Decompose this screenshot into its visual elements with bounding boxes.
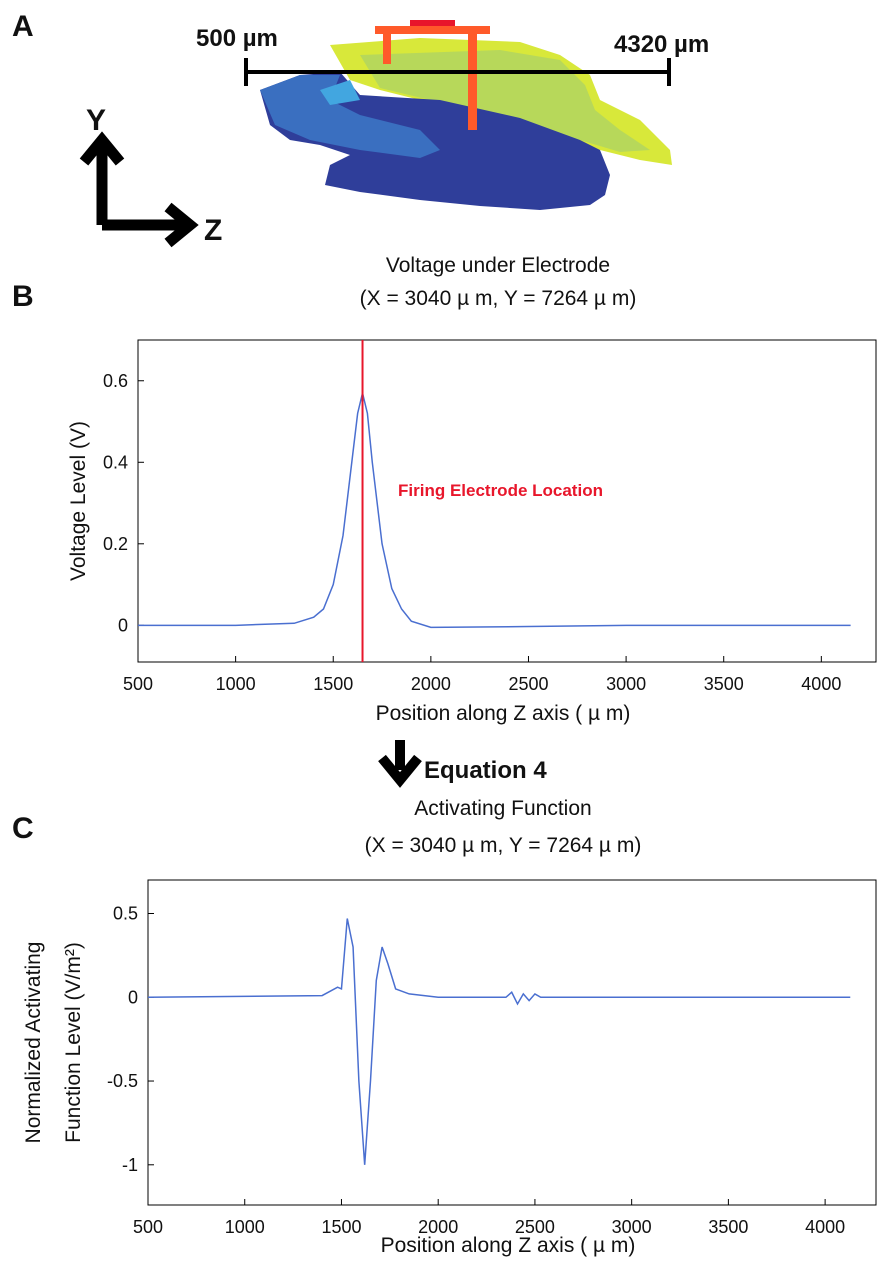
plot-frame [137,339,877,663]
x-tick-label: 4000 [805,1217,845,1237]
annotation: Firing Electrode Location [398,481,603,500]
data-line [147,918,851,1165]
axes-icon [79,131,199,248]
x-tick-label: 2500 [508,674,548,694]
x-tick-label: 1000 [225,1217,265,1237]
x-tick-label: 3000 [606,674,646,694]
charts: B Voltage under Electrode (X = 3040 µ m, Y… [12,254,877,1257]
panel-label: A [12,10,34,43]
y-tick-label: 0.5 [113,904,138,924]
y-tick-label: 0.2 [103,534,128,554]
y-tick-label: 0 [128,987,138,1007]
data-line [138,392,851,629]
axis-icon-label: Y [86,104,106,137]
arrow-label: Equation 4 [424,757,547,784]
tissue-map [260,20,672,210]
x-tick-label: 2000 [411,674,451,694]
y-tick-label: 0 [118,615,128,635]
y-tick-label: -0.5 [107,1071,138,1091]
arrow [378,740,422,788]
x-tick-label: 3500 [704,674,744,694]
x-tick-label: 4000 [801,674,841,694]
chart-subtitle: (X = 3040 µ m, Y = 7264 µ m) [360,287,637,310]
y-axis-label: Function Level (V/m²) [62,942,85,1143]
y-tick-label: 0.6 [103,371,128,391]
y-tick-label: -1 [122,1155,138,1175]
x-tick-label: 2000 [418,1217,458,1237]
chart-title: Activating Function [414,797,591,820]
y-axis-label: Normalized Activating [22,942,45,1144]
y-axis-label: Voltage Level (V) [67,421,90,581]
chart-subtitle: (X = 3040 µ m, Y = 7264 µ m) [365,834,642,857]
x-tick-label: 3000 [612,1217,652,1237]
x-axis-label: Position along Z axis ( µ m) [381,1234,636,1257]
x-tick-label: 500 [133,1217,163,1237]
x-tick-label: 1500 [313,674,353,694]
x-tick-label: 1000 [216,674,256,694]
x-tick-label: 2500 [515,1217,555,1237]
scale-label: 500 µm [196,25,278,52]
y-tick-label: 0.4 [103,452,128,472]
panel-label: C [12,812,34,845]
x-tick-label: 1500 [321,1217,361,1237]
axis-icon-label: Z [204,214,222,247]
chart-title: Voltage under Electrode [386,254,610,277]
x-tick-label: 3500 [708,1217,748,1237]
scale-label: 4320 µm [614,31,709,58]
x-tick-label: 500 [123,674,153,694]
plot-frame [147,879,877,1206]
panel-label: B [12,280,34,313]
x-axis-label: Position along Z axis ( µ m) [376,702,631,725]
